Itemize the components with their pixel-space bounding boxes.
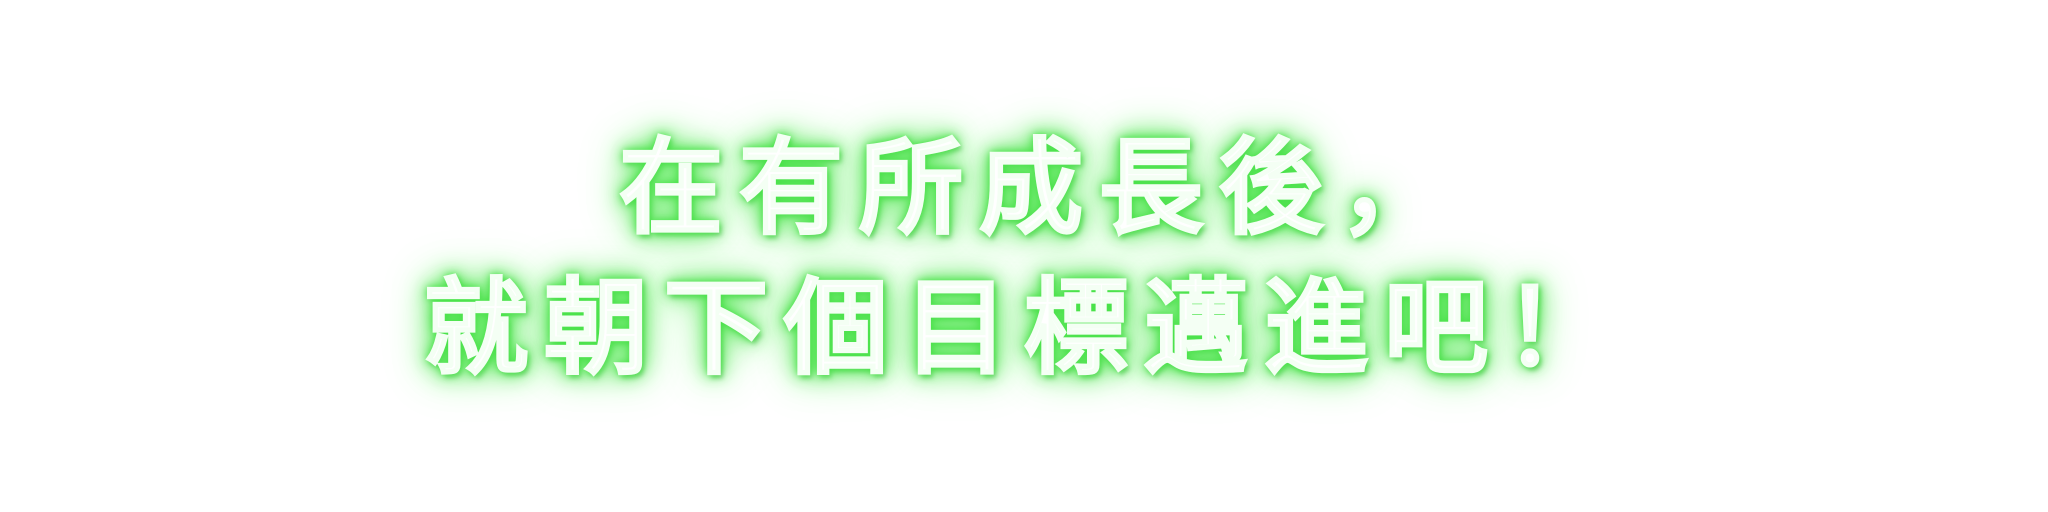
caption-line-2: 就朝下個目標邁進吧！ — [423, 266, 1624, 390]
glowing-caption: 在有所成長後， 就朝下個目標邁進吧！ — [0, 118, 2048, 398]
caption-line-1: 在有所成長後， — [618, 126, 1459, 250]
